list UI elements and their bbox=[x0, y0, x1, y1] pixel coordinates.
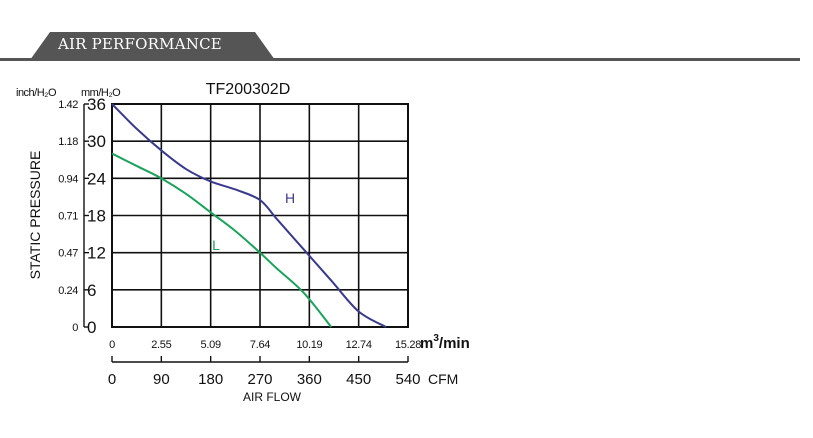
y-tick-inch-label: 1.42 bbox=[58, 99, 78, 111]
x-tick-cfm-label: 270 bbox=[247, 371, 272, 388]
y-unit-inch-label: inch/H₂O bbox=[16, 87, 57, 99]
y-tick-inch-label: 0.71 bbox=[58, 211, 78, 223]
y-tick-inch-label: 0 bbox=[72, 322, 78, 334]
x-tick-cfm-label: 450 bbox=[346, 371, 371, 388]
x-ticks-m3min: 0 2.55 5.09 7.64 10.19 12.74 15.28 bbox=[109, 339, 421, 351]
y-tick-mm-label: 36 bbox=[87, 95, 106, 114]
x-unit-cfm-label: CFM bbox=[428, 371, 458, 387]
x-unit-m3min-base: m bbox=[420, 335, 433, 352]
chart-series: HL bbox=[111, 103, 387, 328]
x-tick-m3min-label: 10.19 bbox=[296, 339, 322, 351]
x-tick-m3min-label: 12.74 bbox=[346, 339, 372, 351]
x-axis-label: AIR FLOW bbox=[243, 390, 302, 404]
x-unit-m3min-sup: 3 bbox=[433, 333, 439, 344]
x-tick-cfm-label: 540 bbox=[395, 371, 420, 388]
y-unit-mm-label: mm/H₂O bbox=[81, 87, 121, 99]
section-header: AIR PERFORMANCE bbox=[0, 30, 800, 62]
x-tick-m3min-label: 5.09 bbox=[201, 339, 221, 351]
y-ticks-mm: 36 30 24 18 12 6 0 bbox=[83, 95, 106, 337]
y-tick-inch-label: 0.47 bbox=[58, 248, 78, 260]
y-tick-inch-label: 0.24 bbox=[58, 285, 78, 297]
section-title: AIR PERFORMANCE bbox=[58, 35, 222, 53]
y-tick-mm-label: 6 bbox=[87, 281, 96, 300]
y-tick-mm-label: 18 bbox=[87, 207, 106, 226]
y-tick-mm-label: 30 bbox=[87, 132, 106, 151]
chart-grid bbox=[111, 103, 409, 328]
series-line-h bbox=[111, 103, 387, 328]
y-tick-mm-label: 0 bbox=[87, 318, 96, 337]
series-label-l: L bbox=[212, 237, 220, 253]
y-tick-mm-label: 12 bbox=[87, 244, 106, 263]
x-tick-cfm-label: 90 bbox=[153, 371, 170, 388]
x-ticks-cfm: 0 90 180 270 360 450 540 bbox=[108, 356, 421, 388]
y-tick-inch-label: 1.18 bbox=[58, 136, 78, 148]
x-tick-cfm-label: 0 bbox=[108, 371, 116, 388]
x-tick-m3min-label: 15.28 bbox=[395, 339, 421, 351]
y-axis-label: STATIC PRESSURE bbox=[27, 151, 43, 280]
x-tick-m3min-label: 0 bbox=[109, 339, 115, 351]
x-unit-m3min-label: m3/min bbox=[420, 333, 470, 352]
x-tick-cfm-label: 360 bbox=[297, 371, 322, 388]
x-unit-m3min-tail: /min bbox=[439, 335, 470, 352]
series-line-l bbox=[111, 152, 333, 328]
section-header-bar bbox=[0, 32, 800, 61]
series-label-h: H bbox=[285, 190, 295, 206]
x-tick-m3min-label: 2.55 bbox=[151, 339, 171, 351]
x-tick-cfm-label: 180 bbox=[198, 371, 223, 388]
y-tick-mm-label: 24 bbox=[87, 169, 106, 188]
y-ticks-inch: 1.42 1.18 0.94 0.71 0.47 0.24 0 bbox=[58, 99, 78, 334]
x-tick-m3min-label: 7.64 bbox=[250, 339, 270, 351]
y-tick-inch-label: 0.94 bbox=[58, 173, 78, 185]
chart-title: TF200302D bbox=[206, 81, 291, 98]
